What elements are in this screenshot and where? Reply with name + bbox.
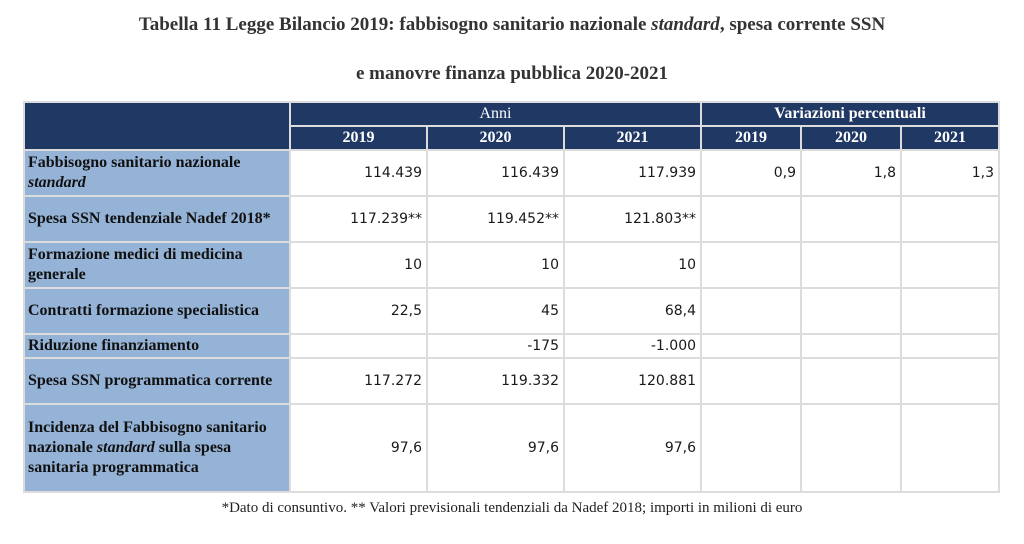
value-cell: 117.939 [562,149,703,197]
header-year-anni-2019: 2019 [289,125,428,151]
row-label: Spesa SSN programmatica corrente [23,357,291,405]
header-group-variazioni: Variazioni percentuali [700,101,1001,127]
row-label-part: Incidenza del Fabbisogno sanitario nazio… [28,419,267,456]
variation-cell [700,333,803,359]
header-year-var-2021: 2021 [900,125,1001,151]
header-corner-cell [23,101,291,151]
value-cell: 10 [426,241,565,289]
row-label-italic-part: standard [28,174,86,191]
row-label-part: Fabbisogno sanitario nazionale [28,154,241,171]
variation-cell [900,357,1001,405]
header-year-var-2019: 2019 [700,125,803,151]
row-label: Fabbisogno sanitario nazionale standard [23,149,291,197]
table-title-line-2: e manovre finanza pubblica 2020-2021 [355,63,669,84]
variation-cell [900,287,1001,335]
title-part-2: , spesa corrente SSN [719,14,886,35]
row-label: Contratti formazione specialistica [23,287,291,335]
row-label-part: Spesa SSN programmatica corrente [28,372,273,389]
row-label: Incidenza del Fabbisogno sanitario nazio… [23,403,291,493]
variation-cell [700,241,803,289]
value-cell: 117.239** [289,195,428,243]
value-cell: -175 [426,333,565,359]
variation-cell [800,241,903,289]
value-cell: 10 [562,241,703,289]
row-label: Riduzione finanziamento [23,333,291,359]
table-row: Contratti formazione specialistica 22,5 45… [23,287,1001,335]
header-group-anni: Anni [288,101,703,127]
variation-cell: 1,3 [900,149,1001,197]
title-part-1: Tabella 11 Legge Bilancio 2019: fabbisog… [138,14,652,35]
variation-cell [700,357,803,405]
table-row: Riduzione finanziamento -175 -1.000 [23,333,1001,359]
value-cell: -1.000 [562,333,703,359]
value-cell: 119.332 [426,357,565,405]
variation-cell: 0,9 [700,149,803,197]
variation-cell: 1,8 [800,149,903,197]
row-label: Spesa SSN tendenziale Nadef 2018* [23,195,291,243]
value-cell: 97,6 [289,403,428,493]
table-row: Spesa SSN tendenziale Nadef 2018* 117.239… [23,195,1001,243]
value-cell: 119.452** [426,195,565,243]
value-cell: 45 [426,287,565,335]
table-row: Formazione medici di medicina generale 10… [23,241,1001,289]
table-row: Fabbisogno sanitario nazionale standard 1… [23,149,1001,197]
value-cell: 117.272 [289,357,428,405]
variation-cell [800,195,903,243]
variation-cell [700,287,803,335]
value-cell: 22,5 [289,287,428,335]
row-label-part: Riduzione finanziamento [28,337,200,354]
variation-cell [900,195,1001,243]
value-cell [289,333,428,359]
row-label-part: Contratti formazione specialistica [28,302,260,319]
footnote: *Dato di consuntivo. ** Valori prevision… [221,500,803,516]
value-cell: 97,6 [562,403,703,493]
value-cell: 10 [289,241,428,289]
row-label-part: Spesa SSN tendenziale Nadef 2018* [28,210,271,227]
value-cell: 121.803** [562,195,703,243]
value-cell: 116.439 [426,149,565,197]
variation-cell [800,333,903,359]
title-italic-standard: standard [651,14,720,35]
variation-cell [800,403,903,493]
header-year-anni-2020: 2020 [426,125,565,151]
data-table: Anni Variazioni percentuali 2019 2020 20… [23,101,1001,493]
variation-cell [900,241,1001,289]
value-cell: 68,4 [562,287,703,335]
row-label-part: Formazione medici di medicina generale [28,246,243,283]
variation-cell [700,403,803,493]
table-row: Incidenza del Fabbisogno sanitario nazio… [23,403,1001,493]
table-title-line-1: Tabella 11 Legge Bilancio 2019: fabbisog… [0,14,1024,36]
header-year-var-2020: 2020 [800,125,903,151]
value-cell: 114.439 [289,149,428,197]
row-label: Formazione medici di medicina generale [23,241,291,289]
variation-cell [800,357,903,405]
value-cell: 97,6 [426,403,565,493]
variation-cell [900,333,1001,359]
variation-cell [900,403,1001,493]
table-row: Spesa SSN programmatica corrente 117.272 1… [23,357,1001,405]
variation-cell [800,287,903,335]
header-year-anni-2021: 2021 [562,125,703,151]
variation-cell [700,195,803,243]
row-label-part: sulla spesa sanitaria programmatica [28,439,232,476]
row-label-italic-part: standard [96,439,155,456]
value-cell: 120.881 [562,357,703,405]
